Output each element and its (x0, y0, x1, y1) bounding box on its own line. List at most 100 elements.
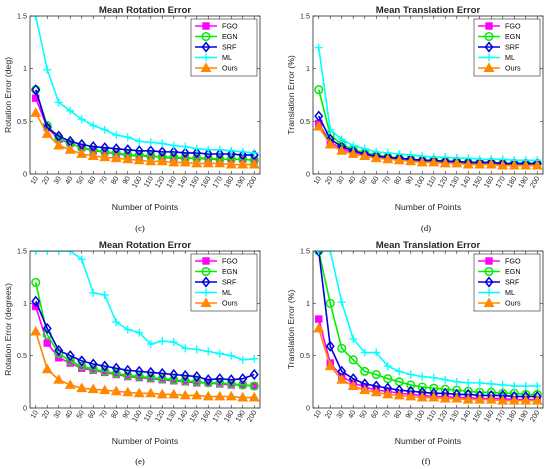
x-tick-label: 40 (346, 175, 358, 186)
legend-label-fgo: FGO (505, 22, 521, 31)
data-point-ours (439, 157, 451, 168)
data-point-ours (405, 390, 417, 401)
x-tick-label: 50 (357, 409, 369, 420)
data-point-ml (100, 290, 109, 299)
axes-frame (29, 250, 261, 409)
x-tick-label: 100 (413, 175, 427, 190)
data-point-srf (314, 251, 324, 257)
data-point-ours (145, 387, 157, 398)
data-point-ml (192, 345, 201, 354)
y-tick-label: 0.5 (17, 351, 27, 360)
data-point-ours (30, 107, 42, 117)
data-point-ours (191, 389, 203, 400)
x-tick-label: 90 (403, 409, 415, 420)
x-tick-label: 80 (109, 409, 121, 420)
data-point-egn (238, 380, 248, 390)
data-point-ours (347, 148, 359, 158)
y-tick-label: 1.5 (300, 12, 310, 21)
data-point-ours (336, 145, 348, 155)
data-point-ours (359, 150, 371, 161)
legend-marker-fgo (202, 22, 210, 30)
data-point-srf (100, 360, 110, 372)
x-tick-label: 40 (63, 409, 75, 420)
x-tick-label: 190 (516, 409, 530, 424)
data-point-ours (76, 382, 88, 393)
data-point-ours (485, 158, 497, 169)
data-point-ours (76, 148, 88, 158)
data-point-ml (533, 382, 542, 391)
data-point-srf (192, 370, 202, 383)
data-point-ml (227, 351, 236, 360)
x-tick-label: 130 (447, 175, 461, 190)
x-tick-label: 10 (28, 175, 40, 186)
legend-marker-ml (202, 53, 210, 62)
legend-label-srf: SRF (505, 43, 520, 52)
legend-marker-ours (483, 297, 495, 307)
data-point-ours (168, 156, 180, 167)
data-point-ours (393, 389, 405, 400)
data-point-ours (179, 156, 191, 167)
data-point-ours (122, 386, 134, 397)
data-point-ours (87, 383, 99, 394)
data-point-ours (313, 322, 325, 333)
data-point-ours (324, 138, 336, 149)
data-point-ours (474, 394, 486, 404)
x-tick-label: 150 (187, 175, 201, 190)
data-point-ours (382, 388, 394, 399)
y-tick-label: 0 (23, 404, 27, 413)
y-tick-label: 0.5 (300, 117, 310, 126)
data-point-egn (157, 374, 167, 384)
data-point-ours (439, 392, 451, 403)
panel-e: Mean Rotation Error 0 0.5 1 1.5 10 20 30 40 50 60 7… (3, 240, 261, 466)
data-point-ours (225, 390, 237, 401)
legend-marker-srf (201, 276, 211, 288)
data-point-ours (359, 384, 371, 395)
x-tick-label: 70 (97, 175, 109, 186)
data-point-egn (111, 368, 121, 379)
data-point-ml (395, 367, 404, 376)
chart-title: Mean Rotation Error (99, 5, 191, 16)
data-point-ml (441, 375, 450, 384)
data-point-ml (181, 142, 190, 151)
data-point-ml (429, 373, 438, 382)
data-point-fgo (43, 339, 51, 347)
data-point-ours (248, 158, 260, 169)
data-point-ml (43, 65, 52, 74)
data-point-egn (337, 343, 347, 353)
data-point-ours (462, 158, 474, 169)
legend-marker-egn (201, 31, 211, 42)
y-tick-label: 0.5 (17, 117, 27, 126)
x-tick-label: 180 (505, 175, 519, 190)
panel-c: Mean Rotation Error 0 0.5 1 1.5 10 20 30 40 50 60 7… (3, 5, 261, 233)
x-tick-label: 160 (199, 175, 213, 190)
data-point-ours (87, 150, 99, 161)
data-point-ml (360, 348, 369, 357)
data-point-srf (169, 368, 179, 381)
legend-marker-ours (200, 297, 212, 307)
x-tick-label: 180 (222, 175, 236, 190)
panel-caption: (c) (135, 223, 145, 233)
data-point-ml (487, 379, 496, 388)
data-point-srf (249, 368, 259, 381)
data-point-ml (204, 145, 213, 154)
data-point-ours (405, 155, 417, 166)
x-tick-label: 150 (470, 409, 484, 424)
data-point-ours (145, 155, 157, 166)
data-point-srf (192, 147, 202, 159)
data-point-ml (146, 340, 155, 349)
chart-title: Mean Rotation Error (99, 240, 191, 251)
data-point-ml (227, 146, 236, 155)
x-tick-label: 30 (51, 175, 63, 186)
panel-caption: (d) (421, 223, 431, 233)
data-point-ml (498, 380, 507, 389)
data-point-ml (77, 255, 86, 264)
data-point-ours (393, 154, 405, 165)
data-point-ml (135, 137, 144, 146)
data-point-ml (372, 348, 381, 357)
x-tick-label: 50 (74, 409, 86, 420)
y-axis-label: Translation Error (%) (286, 55, 296, 135)
data-point-ours (428, 391, 440, 402)
x-tick-label: 50 (74, 175, 86, 186)
